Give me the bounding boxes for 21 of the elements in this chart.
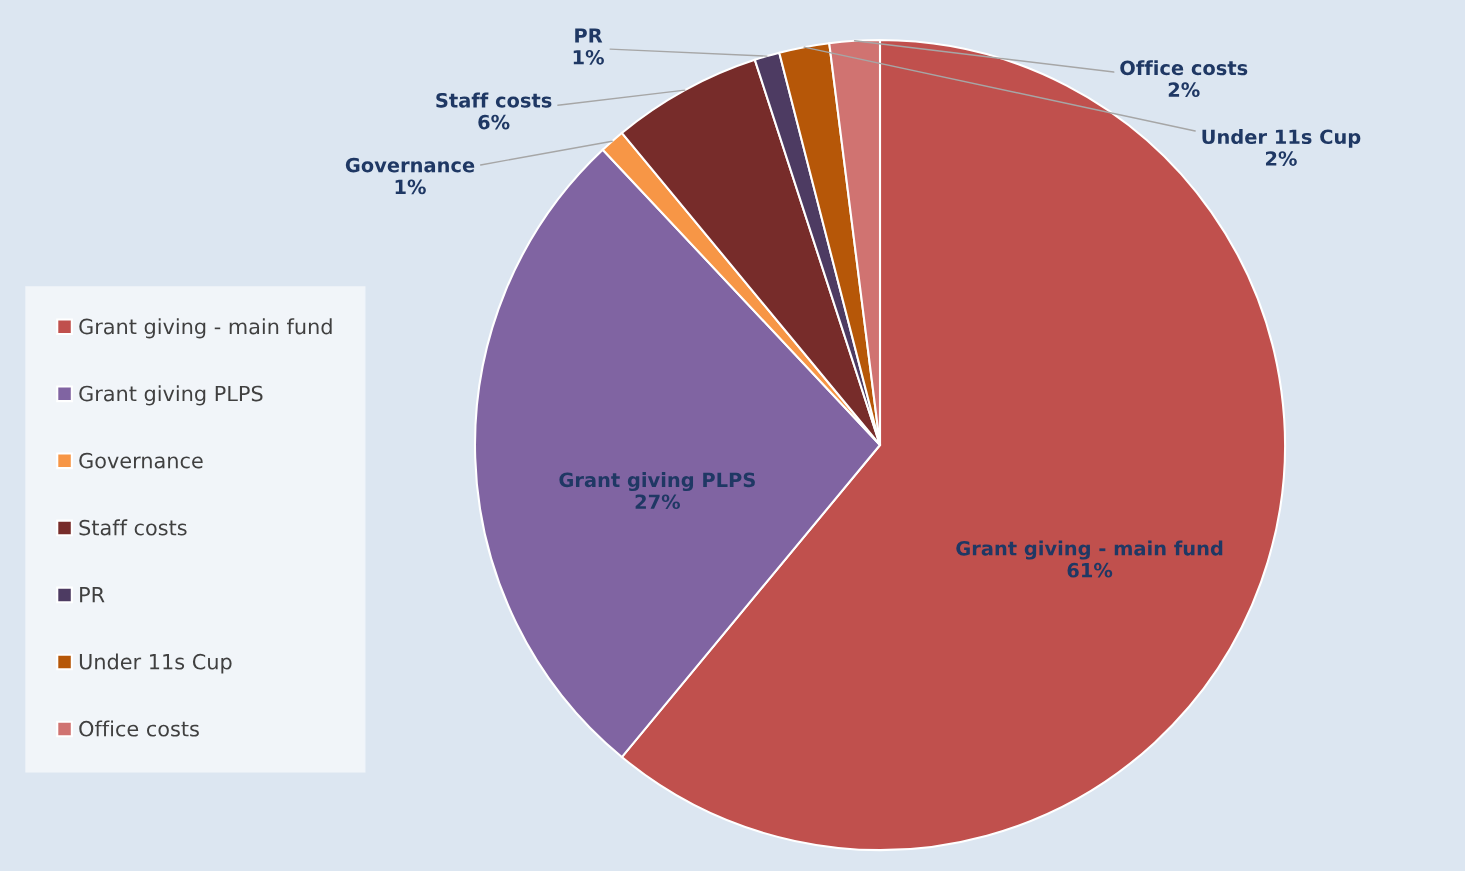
data-label: 27% — [635, 494, 681, 510]
slice-label: Grant giving - main fund — [956, 540, 1223, 560]
slice-label: Under 11s Cup — [1202, 129, 1361, 148]
legend-label: Office costs — [79, 720, 199, 737]
legend-label: PR — [80, 587, 105, 603]
slice-label: Governance — [345, 157, 475, 173]
data-label: 1% — [395, 179, 426, 195]
legend-label: Staff costs — [79, 519, 187, 536]
slice-label: Office costs — [1120, 60, 1248, 76]
legend-label: Grant giving PLPS — [79, 385, 263, 406]
data-label: 2% — [1265, 151, 1297, 166]
legend-label: Under 11s Cup — [79, 653, 232, 674]
data-label: 6% — [478, 114, 510, 130]
slice-label: Grant giving PLPS — [559, 472, 755, 492]
data-label: 2% — [1168, 82, 1200, 98]
slice-label: PR — [575, 28, 603, 43]
slice-label: Staff costs — [436, 92, 552, 108]
legend-label: Grant giving - main fund — [79, 318, 332, 339]
data-label: 61% — [1067, 562, 1113, 578]
data-label: 1% — [573, 49, 604, 65]
legend-label: Governance — [79, 452, 203, 469]
